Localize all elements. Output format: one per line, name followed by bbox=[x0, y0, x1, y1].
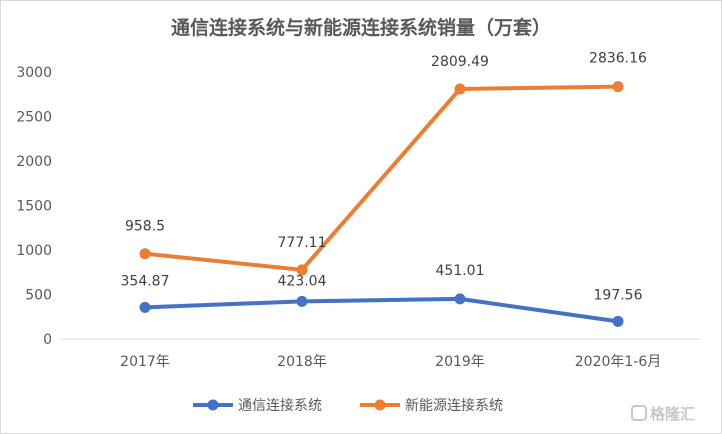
data-point bbox=[139, 301, 151, 313]
data-label: 777.11 bbox=[278, 235, 327, 251]
x-tick-label: 2017年 bbox=[120, 354, 170, 370]
x-tick-label: 2019年 bbox=[435, 354, 485, 370]
y-tick-label: 0 bbox=[43, 332, 52, 348]
y-tick-label: 2500 bbox=[16, 110, 52, 126]
data-label: 2809.49 bbox=[431, 54, 489, 70]
data-point bbox=[139, 248, 151, 260]
legend-marker bbox=[207, 399, 219, 411]
data-point bbox=[454, 293, 466, 305]
data-label: 423.04 bbox=[278, 273, 327, 289]
series-group bbox=[139, 81, 624, 327]
y-axis: 0 500 1000 1500 2000 2500 3000 bbox=[16, 65, 52, 348]
x-tick-label: 2020年1-6月 bbox=[575, 354, 662, 370]
legend-label: 通信连接系统 bbox=[238, 397, 322, 414]
data-labels: 354.87 423.04 451.01 197.56 958.5 777.11 2809.… bbox=[121, 51, 648, 304]
data-label: 958.5 bbox=[125, 219, 165, 235]
data-label: 197.56 bbox=[594, 287, 643, 303]
y-tick-label: 500 bbox=[25, 288, 52, 304]
y-tick-label: 1500 bbox=[16, 199, 52, 215]
x-tick-label: 2018年 bbox=[277, 354, 327, 370]
watermark-logo-icon bbox=[631, 405, 647, 421]
x-axis: 2017年 2018年 2019年 2020年1-6月 bbox=[120, 354, 661, 370]
data-label: 2836.16 bbox=[589, 51, 647, 67]
y-tick-label: 2000 bbox=[16, 154, 52, 170]
series-line bbox=[144, 84, 619, 272]
series-line bbox=[144, 296, 619, 324]
chart-title: 通信连接系统与新能源连接系统销量（万套） bbox=[171, 16, 551, 39]
data-point bbox=[454, 83, 466, 95]
legend-label: 新能源连接系统 bbox=[405, 397, 503, 414]
y-tick-label: 1000 bbox=[16, 243, 52, 259]
watermark-text: 格隆汇 bbox=[650, 405, 695, 423]
data-label: 354.87 bbox=[121, 273, 170, 289]
legend-marker bbox=[374, 399, 386, 411]
y-tick-label: 3000 bbox=[16, 65, 52, 81]
data-point bbox=[296, 295, 308, 307]
data-point bbox=[612, 315, 624, 327]
data-point bbox=[612, 81, 624, 93]
watermark: 格隆汇 bbox=[631, 405, 695, 423]
data-point bbox=[296, 264, 308, 276]
data-label: 451.01 bbox=[436, 263, 485, 279]
legend: 通信连接系统 新能源连接系统 bbox=[193, 397, 503, 414]
